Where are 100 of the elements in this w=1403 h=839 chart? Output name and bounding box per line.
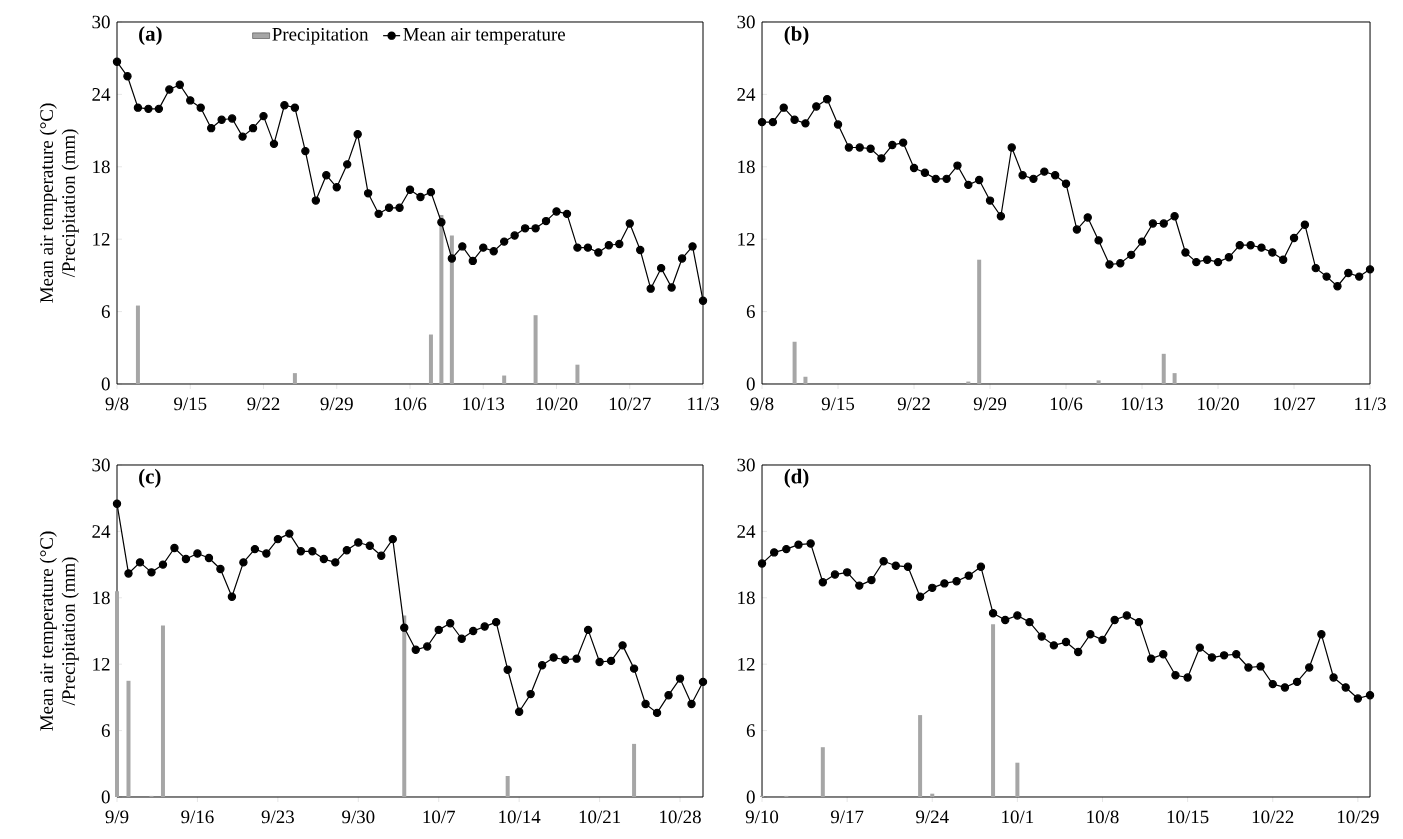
x-tick-label: 10/13	[463, 397, 505, 411]
point	[1300, 220, 1310, 229]
point	[1098, 635, 1107, 645]
point	[667, 283, 676, 292]
point	[1001, 615, 1010, 625]
bar	[803, 376, 808, 384]
bar	[160, 625, 165, 797]
point	[757, 559, 767, 568]
point	[1235, 241, 1244, 250]
point	[833, 120, 843, 129]
point	[206, 123, 216, 133]
y-tick-label: 6	[746, 305, 755, 318]
point	[646, 284, 655, 293]
point	[573, 243, 582, 252]
point	[322, 171, 331, 180]
y-tick-label: 12	[93, 657, 110, 671]
x-tick-label: 10/13	[1122, 397, 1163, 411]
x-tick-label: 9/30	[342, 810, 375, 824]
point	[308, 547, 317, 556]
point	[354, 538, 363, 547]
y-tick-label: 12	[738, 657, 755, 671]
point	[629, 664, 639, 673]
point	[541, 216, 551, 226]
point	[1268, 248, 1277, 257]
point	[112, 499, 122, 508]
point	[866, 144, 875, 153]
point	[594, 248, 603, 257]
x-tick-label: 10/6	[394, 397, 427, 411]
x-tick-label: 9/15	[174, 397, 207, 411]
point	[920, 168, 930, 178]
x-tick-label: 10/15	[1167, 810, 1209, 824]
point	[1037, 632, 1046, 641]
y-tick-label: 6	[746, 724, 755, 737]
point	[426, 187, 436, 197]
point	[779, 103, 788, 112]
point	[842, 568, 852, 577]
y-tick-label: 24	[737, 88, 756, 101]
point	[1171, 671, 1180, 680]
point	[457, 634, 466, 643]
point	[1195, 643, 1204, 652]
x-tick-label: 9/22	[897, 397, 930, 411]
bar	[1161, 353, 1166, 384]
point	[1025, 617, 1034, 627]
point	[830, 570, 840, 579]
point	[615, 239, 624, 249]
point	[238, 132, 247, 141]
point	[154, 104, 164, 114]
point	[915, 592, 925, 601]
y-tick-label: 30	[92, 15, 110, 29]
point	[552, 207, 561, 216]
point	[269, 139, 279, 149]
point	[285, 529, 294, 538]
x-tick-label: 9/9	[105, 810, 129, 824]
point	[560, 655, 570, 664]
point	[331, 558, 340, 567]
x-tick-label: 11/3	[688, 397, 719, 411]
point	[1029, 174, 1038, 184]
bar	[1015, 762, 1020, 797]
y-tick-label: 24	[92, 525, 111, 538]
point	[988, 609, 998, 618]
bar	[977, 259, 982, 384]
point	[641, 699, 650, 709]
point	[133, 103, 143, 112]
point	[595, 657, 604, 667]
point	[170, 543, 179, 553]
point	[1083, 213, 1092, 222]
point	[377, 551, 386, 560]
point	[1013, 611, 1022, 620]
y-tick-label: 30	[737, 458, 755, 472]
x-tick-label: 9/29	[320, 397, 353, 411]
x-tick-label: 10/14	[499, 810, 541, 824]
y-tick-label: 30	[92, 458, 110, 472]
point	[1244, 663, 1253, 672]
point	[526, 689, 535, 699]
point	[1050, 171, 1060, 180]
point	[1183, 673, 1192, 682]
bar	[505, 775, 510, 797]
point	[499, 237, 509, 246]
x-tick-label: 10/28	[660, 810, 701, 824]
point	[985, 196, 995, 205]
point	[822, 95, 832, 104]
point	[434, 625, 443, 635]
bar	[126, 680, 131, 797]
point	[181, 554, 191, 564]
point	[583, 625, 593, 635]
bar	[792, 341, 797, 384]
point	[562, 209, 572, 219]
point	[1122, 611, 1132, 620]
point	[1061, 637, 1071, 647]
point	[1007, 143, 1016, 152]
point	[468, 256, 477, 266]
point	[964, 571, 973, 580]
bar	[115, 591, 119, 797]
point	[248, 123, 258, 133]
point	[135, 558, 145, 567]
point	[510, 231, 519, 240]
point	[1292, 677, 1302, 687]
point	[877, 154, 886, 163]
x-tick-label: 9/15	[821, 397, 855, 411]
point	[1333, 282, 1342, 291]
